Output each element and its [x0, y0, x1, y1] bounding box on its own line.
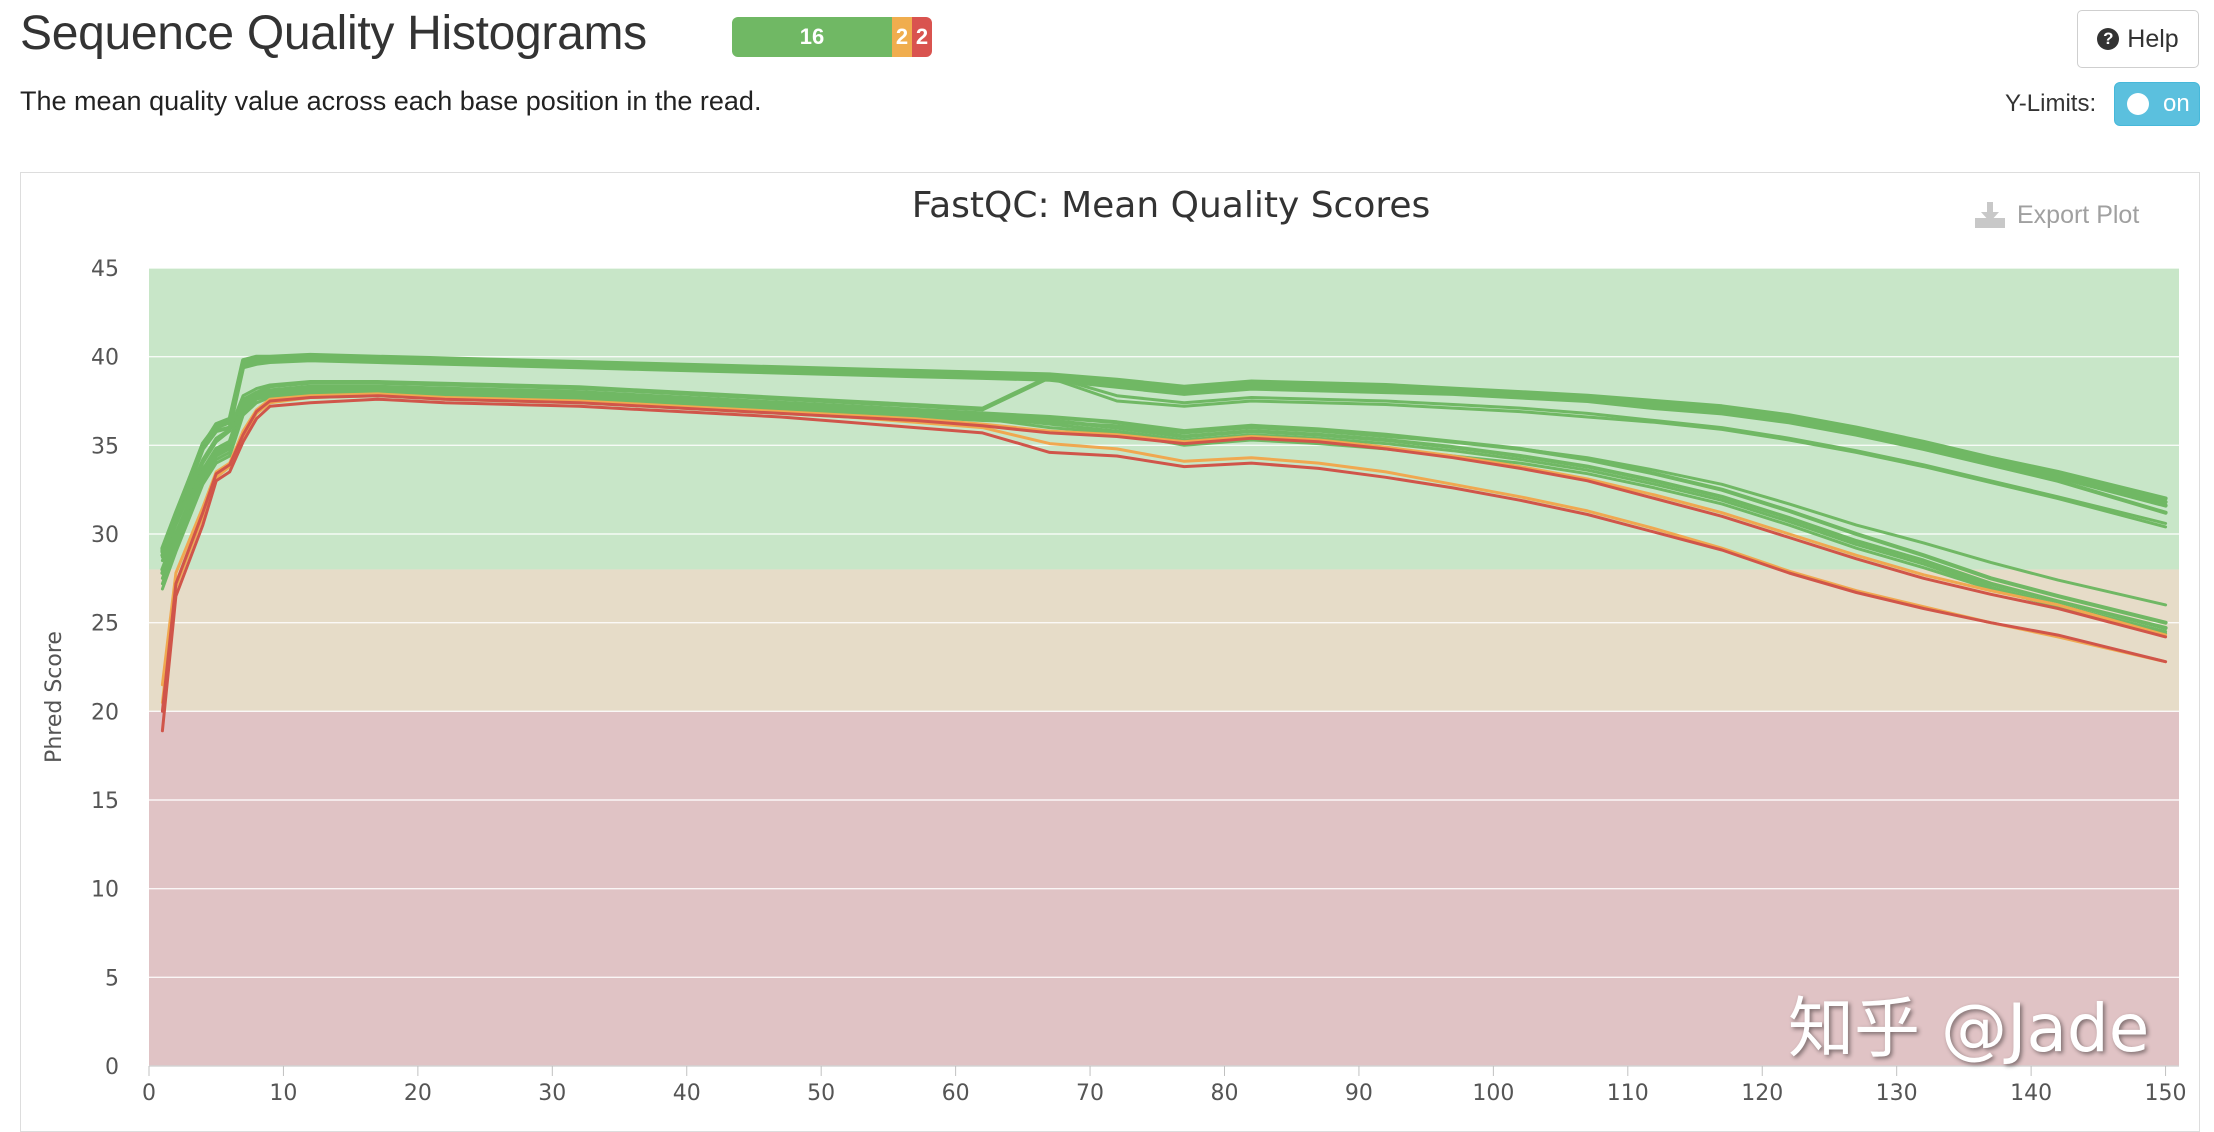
series-line-S11[interactable] — [160, 392, 2168, 607]
x-tick-label-80: 80 — [1210, 1081, 1238, 1106]
y-axis-label: Phred Score — [42, 631, 67, 763]
export-plot-label: Export Plot — [2017, 200, 2140, 229]
y-tick-label-10: 10 — [91, 878, 119, 903]
ylimits-toggle[interactable]: on — [2114, 82, 2200, 126]
y-tick-label-20: 20 — [91, 700, 119, 725]
x-tick-label-130: 130 — [1876, 1081, 1918, 1106]
x-tick-label-40: 40 — [673, 1081, 701, 1106]
series-line-S04[interactable] — [160, 354, 2168, 552]
series-line-S06[interactable] — [160, 374, 2168, 559]
y-tick-label-30: 30 — [91, 523, 119, 548]
x-tick-label-10: 10 — [269, 1081, 297, 1106]
toggle-label: on — [2163, 90, 2190, 117]
y-tick-label-25: 25 — [91, 612, 119, 637]
y-tick-label-0: 0 — [105, 1055, 119, 1080]
download-icon — [1975, 202, 2005, 228]
section-description: The mean quality value across each base … — [20, 86, 762, 116]
watermark: 知乎 @Jade — [1788, 990, 2150, 1067]
y-tick-label-15: 15 — [91, 789, 119, 814]
question-circle-icon: ? — [2097, 28, 2120, 50]
export-plot-button[interactable]: Export Plot — [1973, 200, 2139, 230]
plot-panel: 0 5 10 15 20 25 30 35 40 45 0 10 20 30 40 50 60 70 80 90 100… — [20, 172, 2200, 1132]
x-tick-label-90: 90 — [1345, 1081, 1373, 1106]
band-good — [149, 268, 2179, 570]
x-tick-label-120: 120 — [1741, 1081, 1783, 1106]
help-button-label: Help — [2127, 24, 2179, 53]
page-title: Sequence Quality Histograms — [20, 7, 647, 60]
toggle-knob — [2127, 93, 2149, 115]
x-tick-label-140: 140 — [2010, 1081, 2052, 1106]
mean-quality-chart[interactable]: 0 5 10 15 20 25 30 35 40 45 0 10 20 30 40 50 60 70 80 90 100… — [21, 173, 2199, 1131]
y-tick-label-35: 35 — [91, 434, 119, 459]
x-tick-label-70: 70 — [1076, 1081, 1104, 1106]
y-tick-label-5: 5 — [105, 966, 119, 991]
x-tick-label-110: 110 — [1607, 1081, 1649, 1106]
x-tick-label-100: 100 — [1472, 1081, 1514, 1106]
status-summary-bar[interactable]: 16 2 2 — [732, 17, 932, 57]
x-tick-label-20: 20 — [404, 1081, 432, 1106]
series-line-S08[interactable] — [160, 386, 2168, 630]
x-tick-label-50: 50 — [807, 1081, 835, 1106]
status-warn-count[interactable]: 2 — [892, 17, 912, 57]
help-button[interactable]: ? Help — [2077, 10, 2199, 68]
series-line-S03[interactable] — [160, 358, 2168, 558]
band-warning — [149, 569, 2179, 712]
y-tick-label-40: 40 — [91, 346, 119, 371]
chart-title: FastQC: Mean Quality Scores — [912, 185, 1431, 226]
series-line-S14[interactable] — [160, 397, 2168, 733]
y-tick-label-45: 45 — [91, 257, 119, 282]
status-fail-count[interactable]: 2 — [912, 17, 932, 57]
series-line-S10[interactable] — [160, 390, 2168, 635]
ylimits-label: Y-Limits: — [2005, 90, 2097, 117]
series-line-S15[interactable] — [160, 394, 2168, 713]
x-tick-label-150: 150 — [2145, 1081, 2187, 1106]
x-tick-label-0: 0 — [142, 1081, 156, 1106]
x-tick-label-30: 30 — [538, 1081, 566, 1106]
status-pass-count[interactable]: 16 — [732, 17, 892, 57]
x-tick-label-60: 60 — [942, 1081, 970, 1106]
